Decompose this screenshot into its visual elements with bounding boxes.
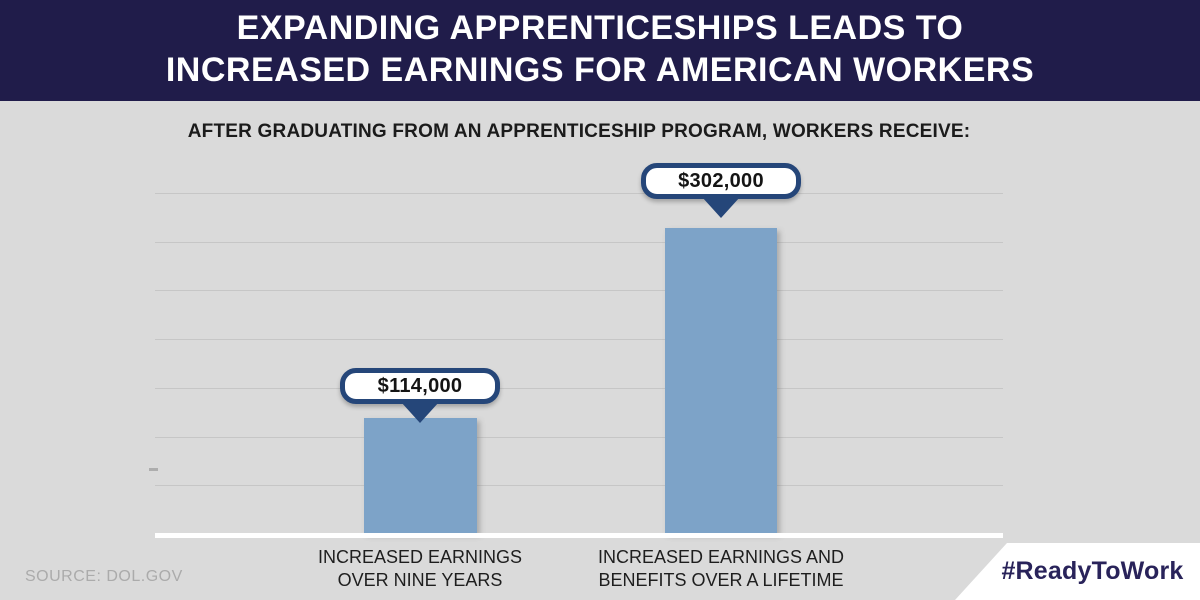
value-label-nine-years: $114,000 (377, 375, 463, 397)
gridline (155, 436, 1003, 438)
y-axis-tick (149, 468, 158, 471)
bar-nine-years (364, 418, 477, 533)
hashtag-badge: #ReadyToWork (955, 543, 1200, 600)
value-callout-lifetime: $302,000 (641, 163, 801, 218)
category-label-lifetime: INCREASED EARNINGS AND BENEFITS OVER A L… (571, 546, 871, 592)
bar-lifetime (665, 228, 777, 533)
category-label-line: BENEFITS OVER A LIFETIME (598, 570, 844, 590)
gridline (155, 290, 1003, 292)
category-label-line: INCREASED EARNINGS (317, 547, 523, 567)
header-banner: EXPANDING APPRENTICESHIPS LEADS TO INCRE… (0, 0, 1200, 101)
value-label-lifetime: $302,000 (678, 170, 764, 192)
gridline (155, 485, 1003, 487)
category-label-nine-years: INCREASED EARNINGS OVER NINE YEARS (270, 546, 570, 592)
x-axis-line (155, 533, 1003, 538)
source-credit: SOURCE: DOL.GOV (25, 568, 183, 585)
gridline (155, 193, 1003, 194)
gridline (155, 387, 1003, 389)
gridline (155, 339, 1003, 341)
page-title-line-2: INCREASED EARNINGS FOR AMERICAN WORKERS (165, 51, 1035, 89)
hashtag-text: #ReadyToWork (1001, 557, 1184, 585)
plot-area (155, 180, 1003, 533)
chart-subtitle: AFTER GRADUATING FROM AN APPRENTICESHIP … (187, 121, 971, 142)
value-callout-nine-years: $114,000 (340, 368, 500, 423)
page-title-line-1: EXPANDING APPRENTICESHIPS LEADS TO (236, 9, 964, 47)
category-label-line: INCREASED EARNINGS AND (597, 547, 845, 567)
category-label-line: OVER NINE YEARS (337, 570, 503, 590)
gridline (155, 241, 1003, 243)
